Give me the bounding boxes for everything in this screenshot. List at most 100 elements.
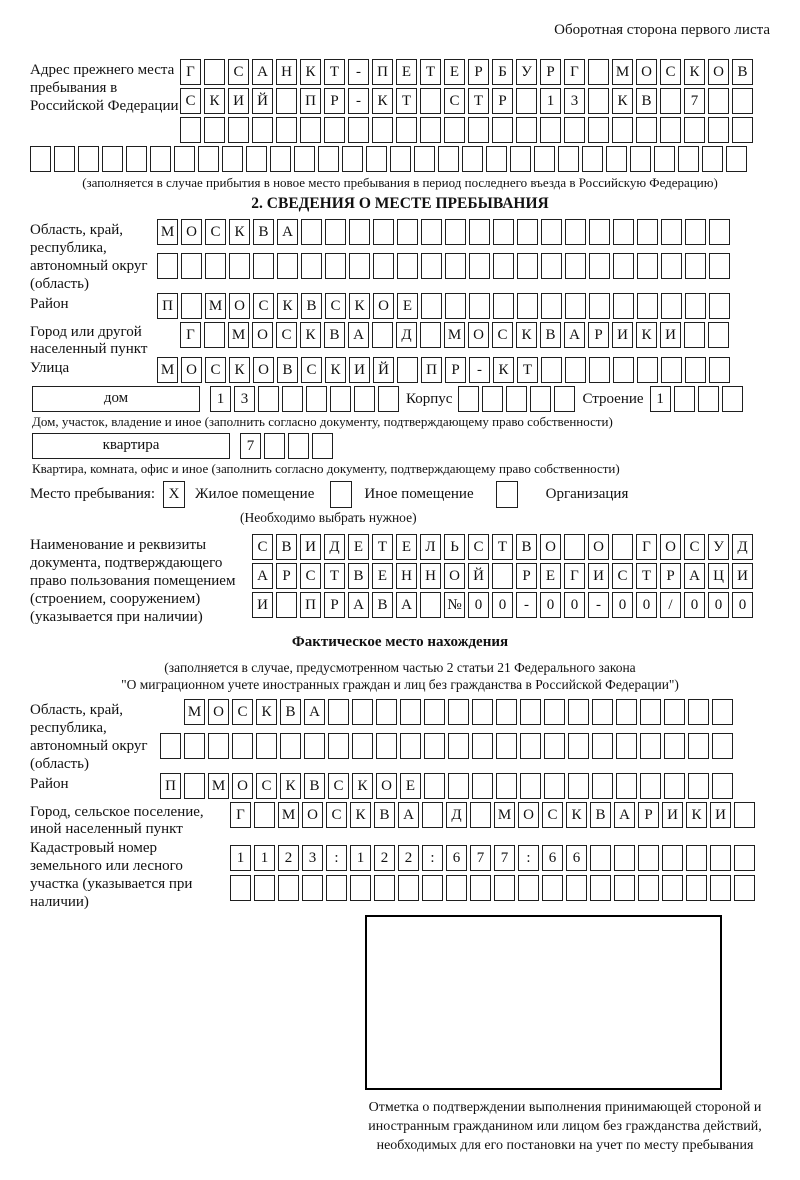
char-cell bbox=[229, 253, 250, 279]
char-cell bbox=[469, 219, 490, 245]
document-block: Наименование и реквизиты документа, подт… bbox=[30, 534, 770, 626]
form-page: Оборотная сторона первого листа Адрес пр… bbox=[30, 22, 770, 1153]
char-cell: 0 bbox=[492, 592, 513, 618]
char-cell bbox=[708, 322, 729, 348]
char-cell: Ь bbox=[444, 534, 465, 560]
char-cell: Г bbox=[230, 802, 251, 828]
cadastre-block: Кадастровый номер земельного или лесного… bbox=[30, 837, 770, 911]
char-cell: У bbox=[708, 534, 729, 560]
char-cell: М bbox=[205, 293, 226, 319]
char-cell: Т bbox=[517, 357, 538, 383]
char-cell bbox=[482, 386, 504, 412]
char-cell bbox=[721, 386, 743, 412]
char-cell bbox=[276, 88, 297, 114]
char-cell bbox=[276, 592, 297, 618]
char-cell: Т bbox=[396, 88, 417, 114]
char-cell: Р bbox=[638, 802, 659, 828]
option-organization-label: Организация bbox=[545, 486, 629, 502]
char-cell bbox=[420, 592, 441, 618]
char-cell bbox=[640, 773, 661, 799]
house-box: дом bbox=[32, 386, 200, 412]
char-cell bbox=[588, 117, 609, 143]
char-cell: У bbox=[516, 59, 537, 85]
char-cell bbox=[566, 875, 587, 901]
char-cell bbox=[686, 845, 707, 871]
char-cell: № bbox=[444, 592, 465, 618]
char-cell bbox=[616, 733, 637, 759]
char-cell: С bbox=[301, 357, 322, 383]
char-cell bbox=[678, 146, 699, 172]
char-cell: 7 bbox=[470, 845, 491, 871]
char-cell bbox=[516, 117, 537, 143]
char-cell: К bbox=[352, 773, 373, 799]
stroenie-label: Строение bbox=[582, 391, 644, 407]
char-cell: К bbox=[684, 59, 705, 85]
char-cell: В bbox=[540, 322, 561, 348]
char-cell: Е bbox=[540, 563, 561, 589]
char-cell: С bbox=[252, 534, 273, 560]
option-residential-label: Жилое помещение bbox=[195, 486, 315, 502]
region-label: Область, край, республика, автономный ок… bbox=[30, 222, 148, 292]
char-cell bbox=[397, 253, 418, 279]
char-cell bbox=[637, 253, 658, 279]
char-cell bbox=[204, 117, 225, 143]
char-cell bbox=[492, 563, 513, 589]
document-label: Наименование и реквизиты документа, подт… bbox=[30, 537, 236, 625]
char-cell: П bbox=[160, 773, 181, 799]
char-cell bbox=[180, 117, 201, 143]
char-cell bbox=[252, 117, 273, 143]
char-cell bbox=[565, 219, 586, 245]
char-cell: О bbox=[181, 219, 202, 245]
char-cell bbox=[228, 117, 249, 143]
char-cell: 2 bbox=[278, 845, 299, 871]
char-cell bbox=[54, 146, 75, 172]
char-cell bbox=[205, 253, 226, 279]
char-cell: К bbox=[493, 357, 514, 383]
char-cell: М bbox=[228, 322, 249, 348]
stroenie-cells: 1 bbox=[649, 386, 746, 412]
char-cell: Д bbox=[732, 534, 753, 560]
char-cell bbox=[422, 875, 443, 901]
actual-location-title: Фактическое место нахождения bbox=[291, 634, 509, 650]
char-cell bbox=[493, 219, 514, 245]
char-cell bbox=[232, 733, 253, 759]
char-cell bbox=[638, 875, 659, 901]
char-cell: Р bbox=[276, 563, 297, 589]
char-cell: О bbox=[302, 802, 323, 828]
char-cell: К bbox=[277, 293, 298, 319]
char-cell bbox=[589, 293, 610, 319]
char-cell bbox=[544, 733, 565, 759]
char-cell bbox=[662, 875, 683, 901]
char-cell: С bbox=[542, 802, 563, 828]
char-cell bbox=[734, 845, 755, 871]
char-cell: К bbox=[325, 357, 346, 383]
char-cell: И bbox=[732, 563, 753, 589]
char-cell: Б bbox=[492, 59, 513, 85]
char-cell bbox=[420, 117, 441, 143]
char-cell: С bbox=[276, 322, 297, 348]
char-cell bbox=[520, 733, 541, 759]
char-cell: 0 bbox=[732, 592, 753, 618]
char-cell bbox=[157, 253, 178, 279]
char-cell: В bbox=[516, 534, 537, 560]
char-cell: - bbox=[348, 59, 369, 85]
actual-region-block: Область, край, республика, автономный ок… bbox=[30, 699, 770, 773]
stamp-caption: Отметка о подтверждении выполнения прини… bbox=[368, 1100, 762, 1153]
char-cell bbox=[352, 733, 373, 759]
char-cell: П bbox=[421, 357, 442, 383]
char-cell bbox=[421, 293, 442, 319]
actual-region-label: Область, край, республика, автономный ок… bbox=[30, 702, 148, 772]
char-cell: Н bbox=[396, 563, 417, 589]
apartment-row: квартира 7 bbox=[30, 433, 770, 459]
char-cell: К bbox=[612, 88, 633, 114]
char-cell: А bbox=[398, 802, 419, 828]
char-cell: : bbox=[326, 845, 347, 871]
char-cell bbox=[493, 293, 514, 319]
char-cell: О bbox=[636, 59, 657, 85]
char-cell: А bbox=[348, 592, 369, 618]
char-cell: И bbox=[588, 563, 609, 589]
